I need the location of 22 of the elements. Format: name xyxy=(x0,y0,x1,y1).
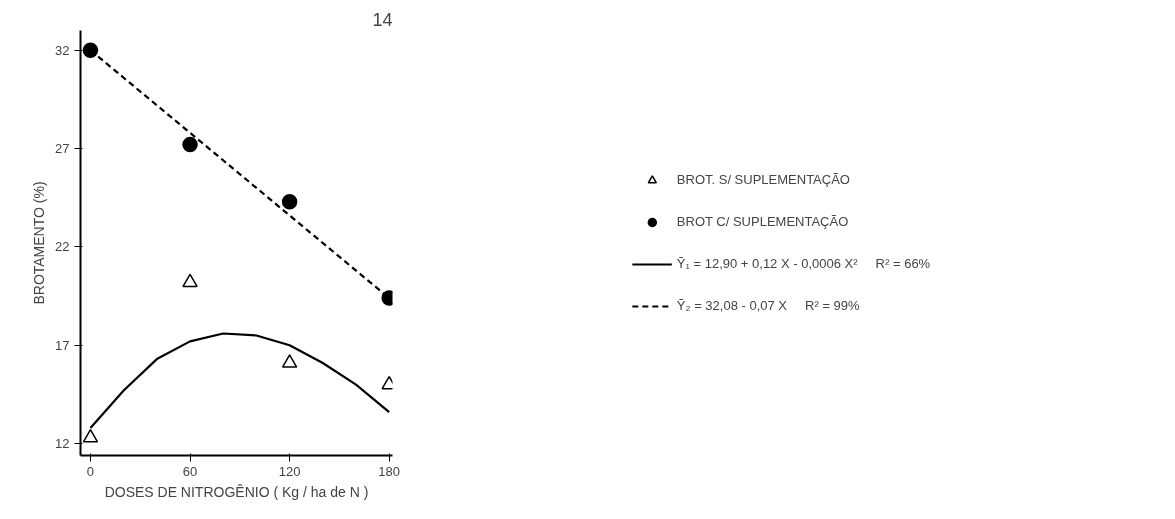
x-tick-label: 120 xyxy=(278,463,301,479)
y-tick-label: 32 xyxy=(55,42,70,58)
x-tick-label: 60 xyxy=(182,463,198,479)
text: 14 xyxy=(372,9,393,30)
y-axis-title: BROTAMENTO (%) xyxy=(31,181,48,305)
legend-label: Ȳ₁ = 12,90 + 0,12 X - 0,0006 X² R² = 66% xyxy=(676,256,931,271)
y-tick-label: 27 xyxy=(55,141,70,157)
point xyxy=(182,273,198,288)
y-tick-label: 12 xyxy=(55,436,70,452)
point xyxy=(82,428,99,443)
point xyxy=(281,193,298,210)
y-tick-label: 17 xyxy=(55,337,70,353)
x-tick-label: 0 xyxy=(86,463,95,479)
y-tick-label: 22 xyxy=(55,239,70,255)
legend-label: BROT. S/ SUPLEMENTAÇÃO xyxy=(676,172,850,187)
legend-label: Ȳ₂ = 32,08 - 0,07 X R² = 99% xyxy=(676,298,860,313)
legend-label: BROT C/ SUPLEMENTAÇÃO xyxy=(676,214,849,229)
x-axis-title: DOSES DE NITROGÊNIO ( Kg / ha de N ) xyxy=(104,483,369,500)
point xyxy=(281,354,298,368)
point xyxy=(182,136,198,153)
point xyxy=(82,42,99,58)
x-tick-label: 180 xyxy=(378,463,401,479)
